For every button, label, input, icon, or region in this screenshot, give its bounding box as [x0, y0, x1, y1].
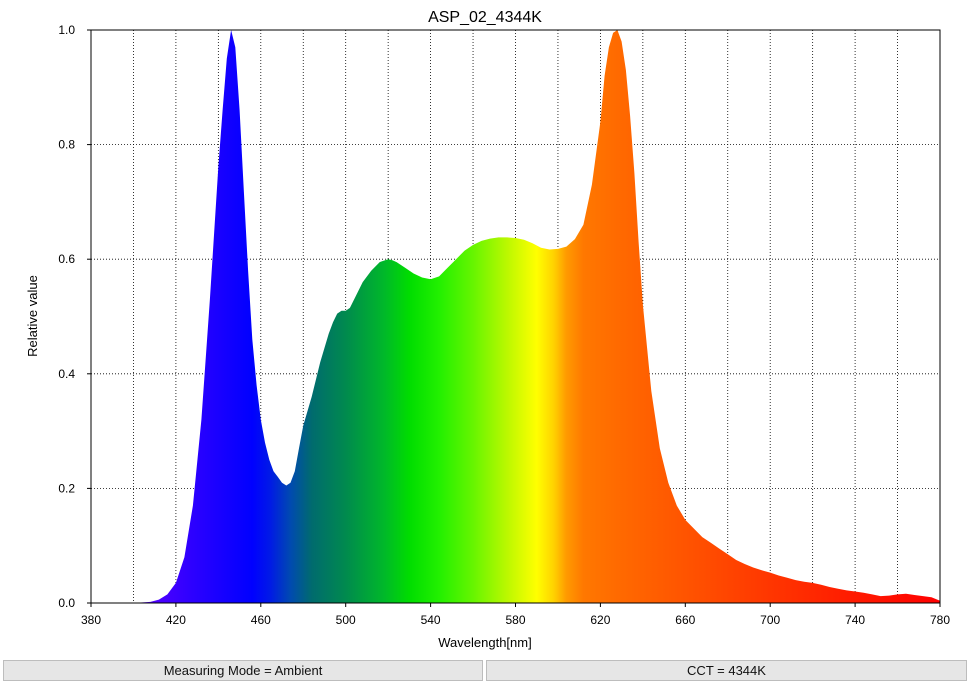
x-tick-label: 620 — [590, 613, 610, 627]
y-tick-label: 0.4 — [58, 367, 75, 381]
y-tick-label: 0.6 — [58, 252, 75, 266]
x-tick-label: 500 — [336, 613, 356, 627]
y-tick-label: 0.8 — [58, 138, 75, 152]
x-tick-label: 380 — [81, 613, 101, 627]
x-tick-label: 740 — [845, 613, 865, 627]
x-tick-label: 660 — [675, 613, 695, 627]
y-axis: 0.0 0.2 0.4 0.6 0.8 1.0 — [58, 23, 91, 610]
y-tick-label: 0.0 — [58, 596, 75, 610]
x-tick-label: 460 — [251, 613, 271, 627]
x-tick-label: 580 — [505, 613, 525, 627]
y-tick-label: 1.0 — [58, 23, 75, 37]
status-bar: Measuring Mode = Ambient CCT = 4344K — [0, 658, 970, 683]
chart-title: ASP_02_4344K — [428, 9, 542, 26]
spectrum-area — [91, 30, 940, 603]
y-tick-label: 0.2 — [58, 481, 75, 495]
x-tick-label: 420 — [166, 613, 186, 627]
x-tick-label: 780 — [930, 613, 950, 627]
cct-status: CCT = 4344K — [486, 660, 967, 681]
measuring-mode-status: Measuring Mode = Ambient — [3, 660, 483, 681]
x-axis: 380 420 460 500 540 580 620 660 700 740 780 — [81, 603, 950, 627]
spectrum-chart: ASP_02_4344K 380 420 460 500 540 580 620 660 700… — [25, 9, 950, 650]
x-tick-label: 540 — [421, 613, 441, 627]
x-tick-label: 700 — [760, 613, 780, 627]
x-axis-label: Wavelength[nm] — [438, 635, 531, 650]
y-axis-label: Relative value — [25, 275, 40, 357]
